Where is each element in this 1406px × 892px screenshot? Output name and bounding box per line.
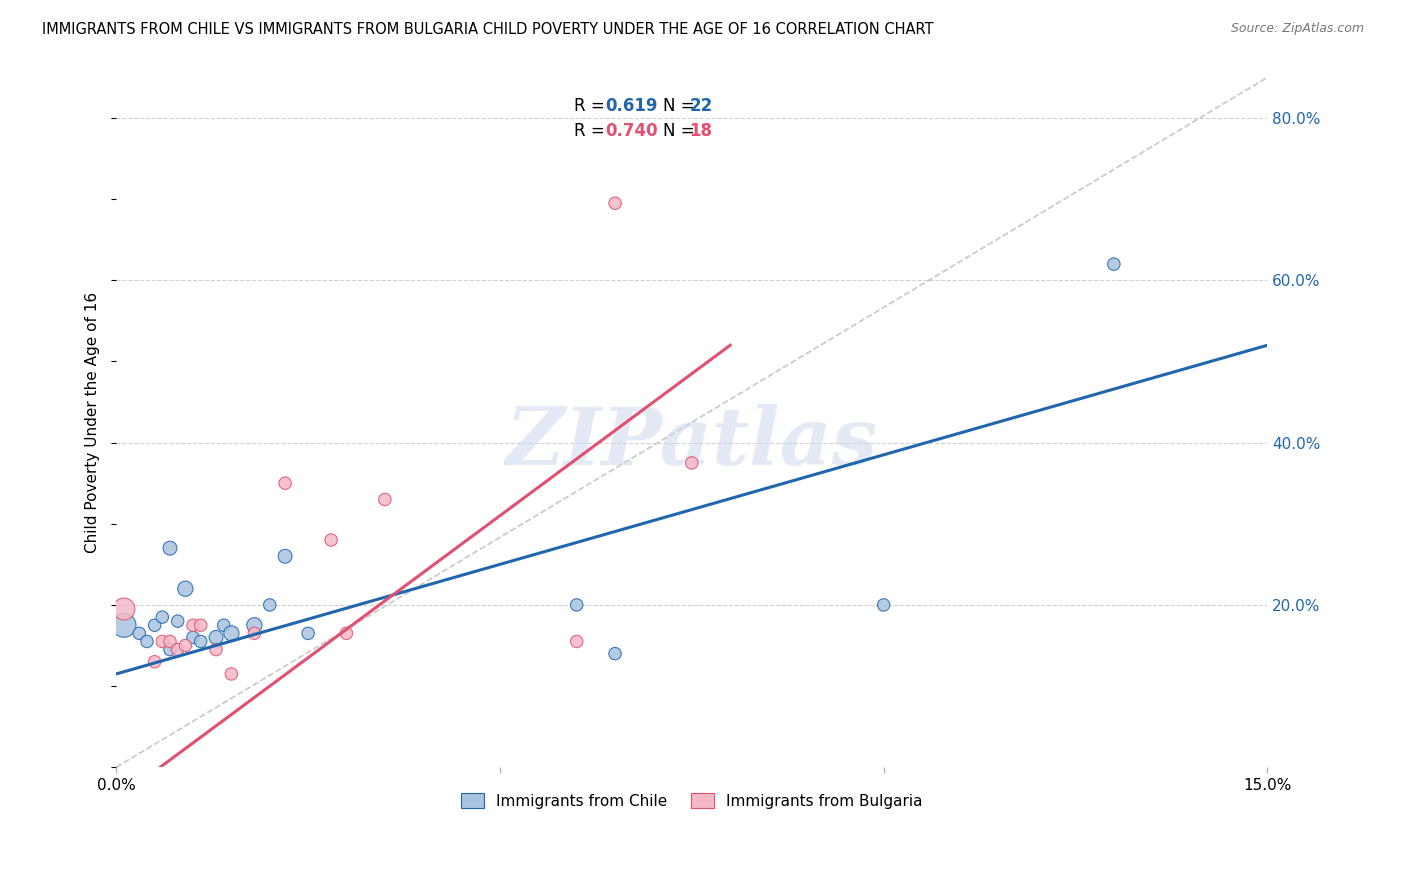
Point [243,618,266,632]
Text: IMMIGRANTS FROM CHILE VS IMMIGRANTS FROM BULGARIA CHILD POVERTY UNDER THE AGE OF: IMMIGRANTS FROM CHILE VS IMMIGRANTS FROM… [42,22,934,37]
Point [565,634,588,648]
Point [274,476,297,491]
Point [212,618,235,632]
Text: N =: N = [664,97,700,115]
Text: R =: R = [575,122,610,140]
Point [159,541,181,556]
Point [259,598,281,612]
Point [181,631,204,645]
Text: ZIPatlas: ZIPatlas [506,404,877,482]
Point [205,631,228,645]
Point [221,667,243,681]
Point [374,492,396,507]
Point [174,639,197,653]
Text: N =: N = [664,122,700,140]
Point [190,618,212,632]
Point [681,456,703,470]
Point [297,626,319,640]
Point [565,598,588,612]
Point [112,618,135,632]
Point [335,626,357,640]
Point [190,634,212,648]
Point [150,634,173,648]
Point [872,598,894,612]
Point [243,626,266,640]
Point [159,634,181,648]
Point [603,196,626,211]
Point [159,642,181,657]
Point [321,533,343,547]
Point [143,618,166,632]
Point [274,549,297,564]
Point [205,642,228,657]
Point [143,655,166,669]
Text: 0.740: 0.740 [606,122,658,140]
Text: 0.619: 0.619 [606,97,658,115]
Text: 18: 18 [689,122,713,140]
Point [181,618,204,632]
Point [1102,257,1125,271]
Point [166,614,188,628]
Point [166,642,188,657]
Point [136,634,159,648]
Text: R =: R = [575,97,610,115]
Legend: Immigrants from Chile, Immigrants from Bulgaria: Immigrants from Chile, Immigrants from B… [456,787,928,814]
Text: 22: 22 [689,97,713,115]
Point [174,582,197,596]
Text: Source: ZipAtlas.com: Source: ZipAtlas.com [1230,22,1364,36]
Point [603,647,626,661]
Y-axis label: Child Poverty Under the Age of 16: Child Poverty Under the Age of 16 [86,292,100,553]
Point [150,610,173,624]
Point [112,602,135,616]
Point [221,626,243,640]
Point [128,626,150,640]
